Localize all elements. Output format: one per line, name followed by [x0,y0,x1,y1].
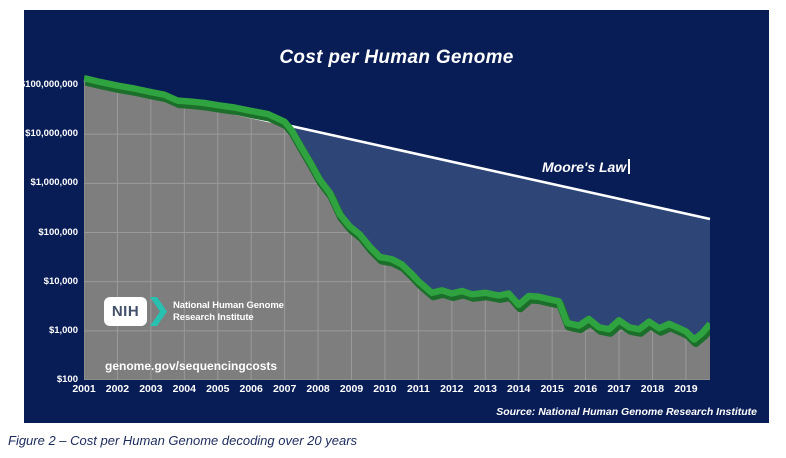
moores-law-text: Moore's Law [542,159,627,175]
x-axis-label: 2013 [473,383,497,395]
cost-per-genome-area-chart [83,74,711,380]
nih-logo: NIH National Human Genome Research Insti… [104,297,284,326]
y-axis-label: $100,000,000 [19,79,78,90]
y-axis-label: $100 [56,374,78,385]
nih-org-line2: Research Institute [173,311,254,323]
x-axis-label: 2005 [206,383,230,395]
x-axis-label: 2019 [674,383,698,395]
x-axis-label: 2006 [239,383,263,395]
x-axis-label: 2004 [172,383,196,395]
x-axis-label: 2009 [339,383,364,395]
x-axis-label: 2014 [507,383,531,395]
y-axis-label: $1,000,000 [30,177,78,189]
y-axis-label: $100,000 [38,226,78,238]
x-axis-label: 2008 [306,383,330,395]
y-axis-label: $1,000 [48,324,78,336]
x-axis-label: 2003 [139,383,163,395]
x-axis-label: 2017 [607,383,631,395]
nih-chevron-icon [150,297,167,326]
x-axis-label: 2012 [440,383,464,395]
nih-org-name: National Human Genome Research Institute [173,300,284,323]
source-credit: Source: National Human Genome Research I… [496,406,757,418]
x-axis-label: 2011 [407,383,430,395]
moores-law-label: Moore's Law [542,159,631,175]
x-axis-label: 2016 [573,383,598,395]
chart-title: Cost per Human Genome [279,47,514,68]
y-axis-label: $10,000,000 [25,128,78,140]
x-axis-label: 2002 [105,383,130,395]
x-axis-label: 2010 [373,383,397,395]
figure-caption: Figure 2 – Cost per Human Genome decodin… [8,433,358,448]
text-cursor [628,159,631,174]
x-axis-label: 2007 [272,383,297,395]
y-axis-label: $10,000 [43,275,78,287]
x-axis-label: 2015 [540,383,564,395]
x-axis-label: 2001 [72,383,96,395]
nih-org-line1: National Human Genome [173,300,284,311]
x-axis-label: 2018 [640,383,665,395]
chart-panel: Cost per Human Genome $100,000,000 $10,00… [20,10,769,423]
nih-logo-box: NIH [104,297,147,326]
genome-gov-label: genome.gov/sequencingcosts [105,359,278,373]
